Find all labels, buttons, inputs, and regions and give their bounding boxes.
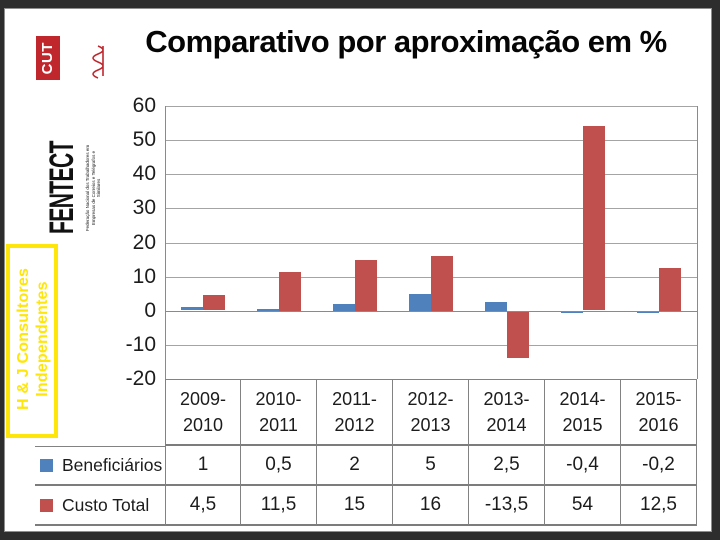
- bar-beneficiários-2009-2010: [181, 307, 203, 310]
- bar-custo total-2010-2011: [279, 272, 301, 311]
- value-beneficiários-2011-2012: 2: [317, 446, 393, 486]
- bar-beneficiários-2011-2012: [333, 304, 355, 311]
- x-axis-category-2014-2015: 2014- 2015: [545, 379, 621, 446]
- gridline-60: [165, 106, 697, 107]
- y-axis-tick-label: 30: [132, 196, 156, 219]
- value-custo total-2013-2014: -13,5: [469, 486, 545, 526]
- y-axis-tick-label: -10: [125, 333, 156, 356]
- y-axis-tick-label: -20: [125, 367, 156, 390]
- gridline--10: [165, 345, 697, 346]
- gridline-30: [165, 208, 697, 209]
- cut-logo-block: CUT: [36, 36, 111, 81]
- x-axis-category-2011-2012: 2011- 2012: [317, 379, 393, 446]
- y-axis-tick-label: 40: [132, 162, 156, 185]
- x-axis-category-2010-2011: 2010- 2011: [241, 379, 317, 446]
- value-custo total-2011-2012: 15: [317, 486, 393, 526]
- bar-beneficiários-2015-2016: [637, 312, 659, 313]
- legend-label: Beneficiários: [62, 455, 163, 475]
- y-axis-line: [165, 106, 166, 379]
- hj-consultores-box: [6, 244, 58, 438]
- value-custo total-2009-2010: 4,5: [165, 486, 241, 526]
- hj-line1: H & J Consultores: [15, 267, 32, 411]
- gridline-20: [165, 243, 697, 244]
- gridline-50: [165, 140, 697, 141]
- value-beneficiários-2009-2010: 1: [165, 446, 241, 486]
- y-axis-tick-label: 10: [132, 265, 156, 288]
- chart-title: Comparativo por aproximação em %: [145, 24, 667, 59]
- value-beneficiários-2010-2011: 0,5: [241, 446, 317, 486]
- bar-beneficiários-2010-2011: [257, 309, 279, 311]
- legend-key-custo-total-icon: [40, 498, 53, 512]
- value-beneficiários-2015-2016: -0,2: [621, 446, 697, 486]
- bar-custo total-2012-2013: [431, 256, 453, 311]
- x-axis-category-2015-2016: 2015- 2016: [621, 379, 697, 446]
- plot-right-edge: [697, 106, 698, 379]
- bar-custo total-2013-2014: [507, 312, 529, 358]
- chart-data-table: 2009- 2010 2010- 2011 2011- 2012 2012- 2013 2013…: [35, 379, 697, 526]
- cut-signature-scribble-icon: [92, 45, 104, 79]
- legend-cell-custo total: Custo Total: [35, 486, 165, 526]
- value-beneficiários-2012-2013: 5: [393, 446, 469, 486]
- value-custo total-2014-2015: 54: [545, 486, 621, 526]
- y-axis-tick-label: 0: [144, 299, 156, 322]
- cut-logo: CUT: [36, 36, 60, 81]
- gridline-40: [165, 174, 697, 175]
- y-axis-tick-label: 60: [132, 94, 156, 117]
- bar-beneficiários-2014-2015: [561, 312, 583, 313]
- fentect-subtext: Federação Nacional dos Trabalhadores em …: [85, 144, 101, 232]
- fentect-wordmark: FENTECT: [43, 141, 81, 234]
- x-axis-category-2009-2010: 2009- 2010: [165, 379, 241, 446]
- value-custo total-2015-2016: 12,5: [621, 486, 697, 526]
- bar-beneficiários-2013-2014: [485, 302, 507, 311]
- legend-cell-beneficiários: Beneficiários: [35, 446, 165, 486]
- gridline-0: [165, 311, 697, 312]
- bar-custo total-2015-2016: [659, 268, 681, 311]
- bar-custo total-2009-2010: [203, 295, 225, 310]
- bar-custo total-2011-2012: [355, 260, 377, 311]
- value-beneficiários-2014-2015: -0,4: [545, 446, 621, 486]
- value-beneficiários-2013-2014: 2,5: [469, 446, 545, 486]
- legend-key-beneficiarios-icon: [40, 459, 53, 472]
- x-axis-category-2012-2013: 2012- 2013: [393, 379, 469, 446]
- x-axis-category-2013-2014: 2013- 2014: [469, 379, 545, 446]
- value-custo total-2012-2013: 16: [393, 486, 469, 526]
- bar-custo total-2014-2015: [583, 126, 605, 310]
- y-axis-tick-label: 20: [132, 231, 156, 254]
- table-corner-empty: [35, 379, 165, 446]
- value-custo total-2010-2011: 11,5: [241, 486, 317, 526]
- legend-label: Custo Total: [62, 494, 150, 515]
- fentect-logo: FENTECT Federação Nacional dos Trabalhad…: [28, 36, 114, 236]
- bar-beneficiários-2012-2013: [409, 294, 431, 311]
- y-axis-tick-label: 50: [132, 128, 156, 151]
